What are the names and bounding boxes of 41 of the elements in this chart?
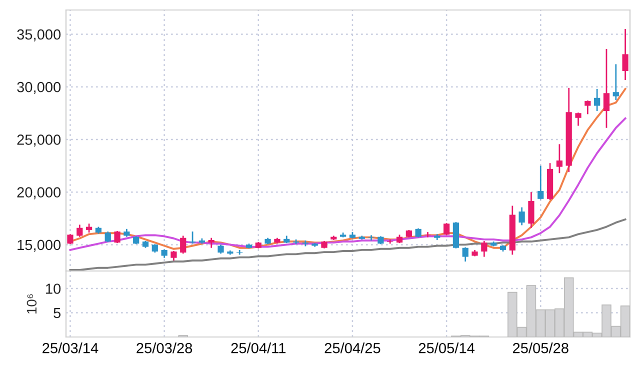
candlestick xyxy=(189,230,196,244)
candlestick xyxy=(443,222,450,236)
candlestick xyxy=(67,233,74,245)
y-axis-title: 10⁶ xyxy=(26,294,37,314)
x-tick-label: 25/05/28 xyxy=(512,342,568,354)
candlestick xyxy=(528,191,534,229)
line-series xyxy=(69,218,626,271)
y-tick-label: 15,000 xyxy=(18,240,61,252)
candlestick xyxy=(208,237,214,249)
candlestick xyxy=(594,88,600,112)
candlestick xyxy=(481,240,488,258)
x-tick-label: 25/03/28 xyxy=(136,342,192,354)
x-tick-label: 25/05/14 xyxy=(418,342,475,354)
y-tick-label: 30,000 xyxy=(17,82,61,94)
candlestick xyxy=(538,165,544,200)
candlestick xyxy=(76,224,83,238)
candlestick xyxy=(612,64,619,101)
y-tick-label: 10 xyxy=(46,284,61,294)
candlestick xyxy=(236,249,243,256)
candlestick xyxy=(424,231,431,238)
candlestick xyxy=(114,230,120,244)
candlestick xyxy=(104,230,111,243)
x-tick-label: 25/04/25 xyxy=(324,342,380,354)
candlestick xyxy=(302,240,308,247)
candlestick xyxy=(170,250,177,262)
y-tick-label: 25,000 xyxy=(17,134,61,147)
candlestick xyxy=(603,48,610,129)
candlestick xyxy=(575,112,582,126)
x-tick-label: 25/03/14 xyxy=(42,342,98,354)
candlestick xyxy=(180,235,186,254)
candlestick xyxy=(584,100,591,115)
candlestick xyxy=(556,143,562,174)
candlestick xyxy=(622,28,628,81)
y-tick-label: 35,000 xyxy=(17,29,61,42)
y-tick-label: 5 xyxy=(54,308,61,318)
y-tick-label: 20,000 xyxy=(17,187,61,200)
x-tick-label: 25/04/11 xyxy=(231,342,286,354)
candlestick xyxy=(387,238,394,244)
candlestick xyxy=(518,206,525,226)
candlestick xyxy=(462,246,468,262)
candlestick xyxy=(368,234,374,242)
